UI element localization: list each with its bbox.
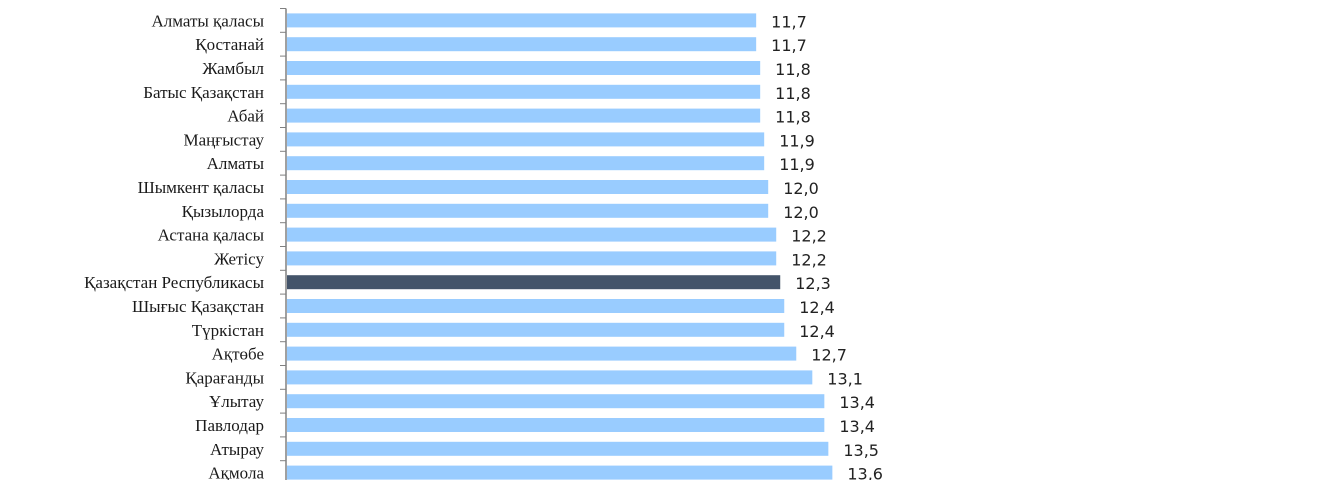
category-label: Павлодар (195, 416, 264, 435)
bar (287, 203, 769, 218)
bar (287, 180, 769, 194)
data-label: 13,1 (827, 369, 863, 388)
bar (287, 251, 777, 266)
bar (287, 465, 833, 480)
data-label: 12,3 (795, 274, 831, 293)
category-label: Астана қаласы (158, 226, 265, 245)
category-label: Қарағанды (185, 368, 264, 387)
category-label: Қызылорда (182, 202, 265, 221)
category-label: Ұлытау (209, 392, 265, 411)
data-label: 13,6 (847, 465, 883, 480)
category-label: Абай (227, 107, 264, 126)
bar (287, 299, 785, 313)
category-label: Қазақстан Республикасы (84, 273, 264, 292)
data-label: 13,5 (843, 441, 879, 460)
data-label: 12,4 (799, 298, 835, 317)
bar (287, 132, 765, 147)
category-label: Түркістан (192, 321, 264, 340)
data-label: 12,4 (799, 322, 835, 341)
bar (287, 227, 777, 242)
data-label: 12,2 (791, 227, 827, 246)
bar (287, 13, 757, 28)
category-label: Шығыс Қазақстан (132, 297, 264, 316)
data-label: 13,4 (839, 417, 875, 436)
data-label: 11,7 (771, 36, 807, 55)
data-label: 11,8 (775, 60, 811, 79)
data-label: 12,7 (811, 346, 847, 365)
category-label: Батыс Қазақстан (143, 83, 264, 102)
category-label: Ақтөбе (212, 345, 264, 364)
data-label: 12,2 (791, 250, 827, 269)
category-label: Алматы (207, 154, 265, 173)
category-label: Жамбыл (202, 59, 264, 78)
bar (287, 275, 781, 290)
data-label: 12,0 (783, 203, 819, 222)
bar (287, 394, 825, 409)
data-label: 11,7 (771, 12, 807, 31)
data-label: 12,0 (783, 179, 819, 198)
data-label: 11,8 (775, 108, 811, 127)
category-label: Ақмола (208, 464, 264, 480)
bar (287, 322, 785, 337)
bar (287, 370, 813, 385)
bar (287, 441, 829, 456)
category-label: Қостанай (195, 35, 264, 54)
data-label: 11,9 (779, 155, 815, 174)
category-label: Алматы қаласы (151, 11, 264, 30)
bar (287, 346, 797, 361)
category-label: Маңғыстау (183, 130, 264, 149)
category-label: Шымкент қаласы (138, 178, 265, 197)
bar (287, 84, 761, 99)
data-label: 11,9 (779, 131, 815, 150)
bar (287, 156, 765, 171)
category-label: Атырау (210, 440, 264, 459)
category-label: Жетісу (214, 249, 264, 268)
bar (287, 418, 825, 432)
bar (287, 61, 761, 75)
data-label: 11,8 (775, 84, 811, 103)
bar (287, 108, 761, 123)
data-label: 13,4 (839, 393, 875, 412)
bar (287, 37, 757, 52)
